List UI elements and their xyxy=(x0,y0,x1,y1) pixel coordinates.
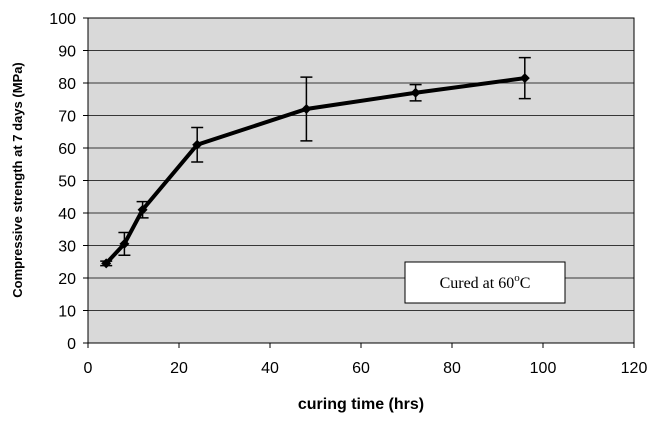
data-point xyxy=(137,204,148,215)
y-tick-label: 40 xyxy=(58,206,76,223)
y-tick-label: 60 xyxy=(58,141,76,158)
data-point xyxy=(119,238,130,249)
x-tick-label: 40 xyxy=(261,360,279,377)
y-tick-label: 20 xyxy=(58,271,76,288)
annotation-sup: o xyxy=(514,272,520,284)
annotation-box xyxy=(404,261,566,304)
x-tick-label: 80 xyxy=(443,360,461,377)
y-tick-label: 0 xyxy=(67,336,76,353)
annotation-part: Cured at 60 xyxy=(440,275,515,292)
annotation: Cured at 60oC xyxy=(404,261,566,304)
x-tick-label: 0 xyxy=(84,360,93,377)
x-tick-label: 120 xyxy=(621,360,648,377)
y-tick-label: 50 xyxy=(58,174,76,191)
y-tick-label: 100 xyxy=(49,11,76,28)
y-axis-label: Compressive strength at 7 days (MPa) xyxy=(10,62,25,298)
y-tick-label: 90 xyxy=(58,44,76,61)
data-point xyxy=(410,87,421,98)
annotation-part: C xyxy=(520,275,531,292)
x-tick-label: 60 xyxy=(352,360,370,377)
y-tick-label: 30 xyxy=(58,239,76,256)
x-tick-label: 100 xyxy=(530,360,557,377)
y-tick-label: 70 xyxy=(58,109,76,126)
x-tick-label: 20 xyxy=(170,360,188,377)
data-point xyxy=(301,104,312,114)
y-tick-label: 80 xyxy=(58,76,76,93)
y-tick-label: 10 xyxy=(58,304,76,321)
data-point xyxy=(101,258,112,269)
data-point xyxy=(519,73,530,84)
data-point xyxy=(192,139,203,150)
x-axis-label: curing time (hrs) xyxy=(298,396,424,413)
annotation-text: Cured at 60oC xyxy=(440,272,531,292)
